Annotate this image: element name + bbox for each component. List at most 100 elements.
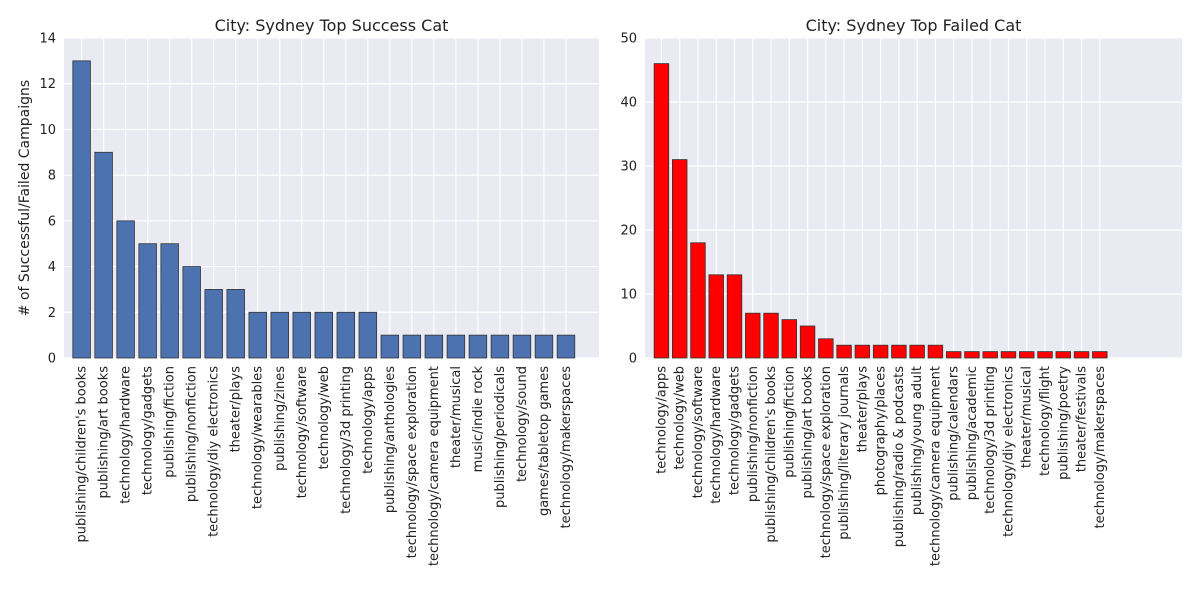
x-tick-label: publishing/art books bbox=[801, 366, 816, 499]
bar bbox=[1037, 351, 1053, 359]
bar bbox=[292, 311, 311, 359]
x-tick-label: publishing/radio & podcasts bbox=[892, 366, 907, 547]
bar bbox=[204, 289, 223, 359]
x-tick-label: technology/sound bbox=[515, 366, 530, 482]
x-tick-label: technology/apps bbox=[654, 366, 669, 474]
y-tick-label: 0 bbox=[629, 352, 637, 367]
y-axis-label: # of Successful/Failed Campaigns bbox=[17, 80, 33, 316]
bar bbox=[1073, 351, 1090, 359]
y-tick-label: 8 bbox=[48, 169, 56, 184]
x-tick-label: publishing/literary journals bbox=[837, 366, 852, 540]
x-tick-label: games/tabletop games bbox=[537, 366, 552, 516]
y-tick-label: 10 bbox=[620, 288, 637, 303]
x-tick-label: technology/makerspaces bbox=[1093, 366, 1108, 529]
x-tick-label: technology/apps bbox=[361, 366, 376, 474]
bar bbox=[945, 351, 962, 359]
bar bbox=[468, 334, 488, 359]
x-tick-label: technology/software bbox=[295, 366, 310, 498]
bar bbox=[424, 334, 444, 359]
bar bbox=[556, 334, 576, 359]
bar bbox=[402, 334, 422, 359]
bar bbox=[909, 344, 925, 359]
x-tick-label: technology/camera equipment bbox=[928, 366, 943, 566]
y-tick-label: 0 bbox=[48, 352, 56, 367]
plot-area bbox=[645, 38, 1182, 358]
bar bbox=[1092, 351, 1108, 359]
bar bbox=[781, 319, 798, 359]
y-tick-label: 4 bbox=[48, 260, 56, 275]
bar bbox=[1000, 351, 1017, 359]
x-tick-label: technology/3d printing bbox=[339, 366, 354, 514]
y-tick-label: 12 bbox=[39, 77, 56, 92]
bar bbox=[836, 344, 852, 359]
x-tick-label: technology/diy electronics bbox=[207, 366, 222, 537]
x-tick-label: theater/plays bbox=[229, 366, 244, 453]
x-tick-label: publishing/calendars bbox=[947, 366, 962, 501]
x-tick-label: technology/gadgets bbox=[141, 366, 156, 495]
bar bbox=[94, 151, 113, 359]
x-tick-label: technology/flight bbox=[1038, 366, 1053, 476]
x-tick-label: publishing/art books bbox=[97, 366, 112, 499]
x-tick-label: publishing/children's books bbox=[764, 366, 779, 543]
bar bbox=[512, 334, 532, 359]
bar bbox=[653, 63, 670, 359]
x-tick-label: technology/space exploration bbox=[819, 366, 834, 558]
x-tick-label: publishing/young adult bbox=[910, 366, 925, 515]
bar bbox=[763, 312, 779, 359]
bar bbox=[182, 266, 201, 359]
x-tick-label: technology/web bbox=[673, 366, 688, 469]
bar bbox=[690, 242, 706, 359]
x-tick-label: publishing/zines bbox=[273, 366, 288, 471]
x-tick-label: photography/places bbox=[874, 366, 889, 496]
y-tick-label: 50 bbox=[620, 32, 637, 47]
y-tick-label: 2 bbox=[48, 306, 56, 321]
x-tick-label: publishing/periodicals bbox=[493, 366, 508, 508]
bar bbox=[380, 334, 400, 359]
x-tick-label: theater/festivals bbox=[1075, 366, 1090, 472]
bar bbox=[534, 334, 554, 359]
x-tick-label: technology/space exploration bbox=[405, 366, 420, 558]
bar bbox=[799, 325, 816, 359]
bar bbox=[358, 311, 378, 359]
x-tick-label: technology/makerspaces bbox=[559, 366, 574, 529]
bar bbox=[708, 274, 724, 359]
bar bbox=[314, 311, 334, 359]
x-tick-label: publishing/poetry bbox=[1056, 366, 1071, 480]
x-tick-label: publishing/anthologies bbox=[383, 366, 398, 513]
y-tick-label: 14 bbox=[39, 32, 56, 47]
bar bbox=[160, 243, 179, 359]
bar bbox=[891, 344, 907, 359]
x-tick-label: publishing/fiction bbox=[163, 366, 178, 478]
x-tick-label: publishing/children's books bbox=[75, 366, 90, 543]
x-tick-label: theater/musical bbox=[449, 366, 464, 468]
bar bbox=[138, 243, 157, 359]
bar bbox=[964, 351, 980, 359]
x-tick-label: publishing/academic bbox=[965, 366, 980, 500]
x-tick-label: technology/camera equipment bbox=[427, 366, 442, 566]
bar bbox=[226, 289, 245, 359]
chart-title: City: Sydney Top Failed Cat bbox=[806, 16, 1022, 35]
bar bbox=[745, 312, 761, 359]
x-tick-label: technology/wearables bbox=[251, 366, 266, 509]
y-tick-label: 30 bbox=[620, 160, 637, 175]
x-tick-label: technology/web bbox=[317, 366, 332, 469]
x-tick-label: music/indie rock bbox=[471, 366, 486, 473]
x-tick-label: theater/plays bbox=[855, 366, 870, 453]
bar bbox=[116, 220, 135, 359]
bar bbox=[336, 311, 356, 359]
y-tick-label: 40 bbox=[620, 96, 637, 111]
x-tick-label: technology/software bbox=[691, 366, 706, 498]
x-tick-label: publishing/nonfiction bbox=[185, 366, 200, 502]
bar bbox=[726, 274, 743, 359]
x-tick-label: publishing/fiction bbox=[782, 366, 797, 478]
x-tick-label: publishing/nonfiction bbox=[746, 366, 761, 502]
bar bbox=[72, 60, 91, 359]
y-tick-label: 6 bbox=[48, 214, 56, 229]
y-tick-label: 20 bbox=[620, 224, 637, 239]
x-tick-label: technology/hardware bbox=[709, 366, 724, 504]
success-chart: 0 2 4 6 8 10 12 14 publishing/children's books pu… bbox=[17, 16, 599, 566]
x-tick-label: technology/gadgets bbox=[728, 366, 743, 495]
bar bbox=[818, 338, 834, 359]
bar bbox=[270, 311, 289, 359]
